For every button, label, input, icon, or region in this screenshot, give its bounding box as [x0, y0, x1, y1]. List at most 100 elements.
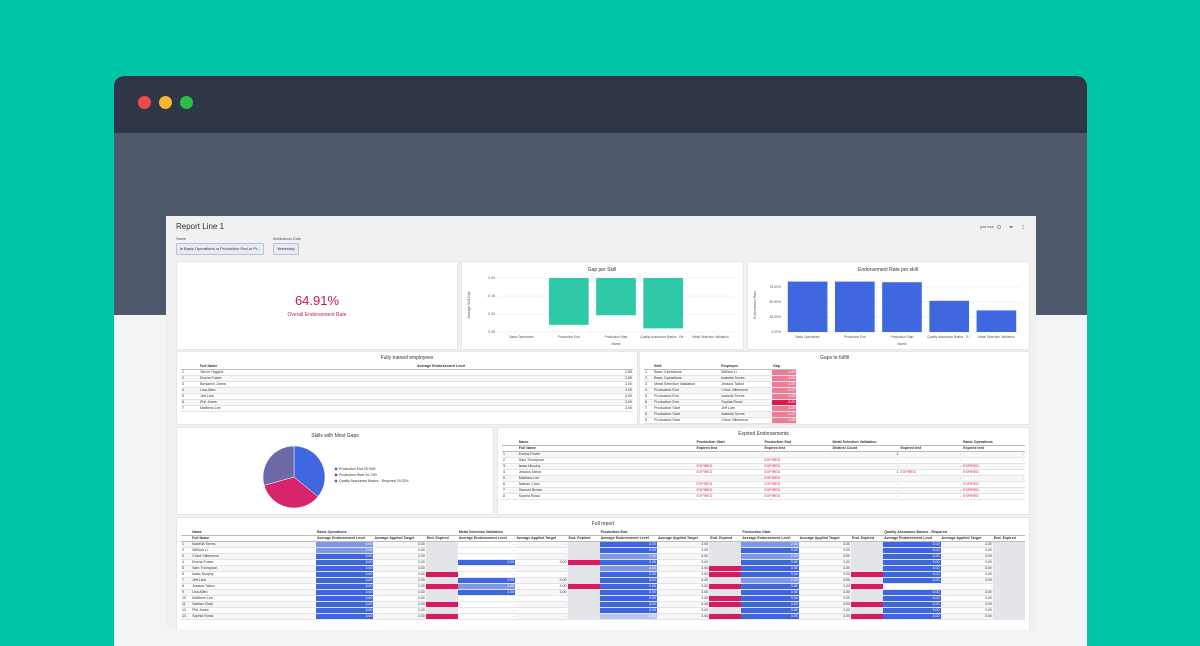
table-cell: Jeff Lam — [720, 405, 772, 412]
table-cell: 3.00 — [416, 387, 633, 394]
table-row: 5 Sam Thompson 3.00 3.00- -2.00 3.00 3.00 3.00 3… — [181, 565, 1025, 572]
table-cell: 4 — [181, 559, 192, 566]
target-cell: 3.00 — [798, 547, 852, 554]
x-tick-label: Metal Selection Validation — [692, 335, 729, 339]
level-cell: - — [457, 547, 516, 554]
expired-cell — [851, 589, 884, 596]
level-cell: 3.00 — [883, 547, 941, 554]
table-cell: - — [962, 451, 1025, 458]
table-row: 10 Matthew Lee 3.00 3.00- -3.00 3.00 3.00 3.00 3… — [181, 595, 1025, 602]
y-tick-label: 75.00% — [770, 285, 782, 289]
level-cell: 3.00 — [741, 601, 799, 608]
table-cell: 3.00 — [416, 399, 633, 406]
page: { "header": { "title": "Report Line 1", … — [114, 76, 1087, 646]
header-cell: Expired test — [763, 445, 832, 452]
table-cell: Benjamin Jones — [199, 381, 417, 388]
legend-name: Production End — [339, 467, 363, 471]
maximize-button[interactable] — [180, 96, 193, 109]
target-cell: 3.00 — [656, 595, 710, 602]
dashboard-title: Report Line 1 — [176, 222, 225, 231]
table-cell: -1.00 — [772, 387, 797, 394]
filter-chip[interactable]: Yesterday — [273, 243, 299, 255]
header-cell: Average Endorsement Level — [316, 535, 374, 542]
expired-cell — [567, 559, 600, 566]
level-cell: 3.00 — [883, 589, 941, 596]
table-cell: 2 — [181, 375, 200, 382]
expired-cell — [425, 601, 458, 608]
y-tick-label: -0.45 — [487, 330, 495, 334]
legend-label: Production End 35.94% — [339, 467, 376, 471]
group-header: Basic Operations — [316, 530, 458, 536]
target-cell: 3.00 — [656, 547, 710, 554]
table-row: 7 Samuel Brown EXPIRED EXPIRED - - EXPIRED — [502, 487, 1025, 494]
expired-cell — [567, 577, 600, 584]
level-cell: 3.00 — [741, 607, 799, 614]
table-cell: Production End — [653, 387, 721, 394]
kpi-label: Overall Endorsement Rate — [287, 312, 347, 318]
expired-cell — [567, 583, 600, 590]
table-cell: Emma Foster — [199, 375, 417, 382]
table-card: Expired Endorsements Name Production Star… — [498, 428, 1029, 514]
refresh-icon[interactable] — [997, 225, 1001, 229]
table-wrap: Skill Employee Gap 1 Basic Operations William… — [644, 364, 1025, 424]
level-cell: 3.00 — [316, 559, 374, 566]
header-cell: End. Expired — [709, 535, 742, 542]
target-cell: 3.00 — [656, 577, 710, 584]
level-cell: 3.00 — [599, 541, 657, 548]
target-cell: - — [515, 601, 568, 608]
target-cell: 3.00 — [373, 589, 426, 596]
close-button[interactable] — [138, 96, 151, 109]
table-cell: 8 — [181, 583, 192, 590]
target-cell: 3.00 — [656, 559, 710, 566]
header-cell: Average Applied Target — [940, 535, 993, 542]
level-cell: 3.00 — [883, 601, 941, 608]
header-cell: End. Expired — [992, 535, 1025, 542]
expired-cell — [851, 559, 884, 566]
card-title: Fully trained employees — [380, 355, 434, 361]
table-cell: 3.00 — [416, 381, 633, 388]
header-cell: Average Endorsement Level — [883, 535, 941, 542]
table-row: 4 Jessica Talbot EXPIRED EXPIRED 1 EXPIRED EXP… — [502, 469, 1025, 476]
menu-icon[interactable] — [1022, 225, 1024, 226]
table-row: 9 Lisa Allen 3.00 3.00 3.00 3.00 3.00 3.00 3.00 3… — [181, 589, 1025, 596]
table-wrap: Name Production Start Production End Metal … — [502, 440, 1025, 500]
table-row: 5 Jeff Lam 3.00 — [181, 393, 633, 400]
target-cell: 3.00 — [940, 559, 993, 566]
table-cell: - — [831, 493, 900, 500]
level-cell: 3.00 — [741, 613, 799, 620]
filter-icon[interactable] — [1009, 226, 1013, 229]
table-cell: - — [899, 451, 963, 458]
filter-chip[interactable]: is Basic Operations or Production End or… — [176, 243, 265, 255]
table-row: 2 Basic Operations Isabella Torres -1.00 — [644, 375, 797, 382]
table-cell: - — [695, 475, 764, 482]
level-cell: 3.00 — [316, 577, 374, 584]
table-row: 1 Emma Foster - -1- - — [502, 451, 1025, 458]
group-header: Quality Assurance Basics - Required — [883, 530, 1025, 536]
target-cell: 3.00 — [940, 553, 993, 560]
table-row: 8 Sophia Rossi EXPIRED EXPIRED - - EXPIRED — [502, 493, 1025, 500]
table-cell: 4 — [644, 387, 654, 394]
level-cell: 2.00 — [741, 553, 799, 560]
table-cell: Production End — [653, 399, 721, 406]
table-cell: - — [695, 451, 764, 458]
target-cell: 3.00 — [656, 553, 710, 560]
target-cell: 3.00 — [798, 541, 852, 548]
table-cell: 1 — [831, 451, 900, 458]
header-row: Skill Employee Gap — [644, 364, 797, 370]
table-cell: - — [962, 457, 1025, 464]
table-cell: - — [899, 493, 963, 500]
expired-cell — [992, 559, 1025, 566]
target-cell: 3.00 — [798, 565, 852, 572]
target-cell: 3.00 — [940, 571, 993, 578]
minimize-button[interactable] — [159, 96, 172, 109]
table-cell: 3.00 — [416, 393, 633, 400]
table-cell: 10 — [181, 595, 192, 602]
level-cell: 3.00 — [457, 577, 516, 584]
level-cell: 3.00 — [316, 589, 374, 596]
table-cell: - — [962, 475, 1025, 482]
expired-cell — [851, 571, 884, 578]
table-row: 3 Chloe Villeneuve 3.00 3.00- -2.00 3.00 2.00 3… — [181, 553, 1025, 560]
level-cell: 3.00 — [741, 595, 799, 602]
table-cell: EXPIRED — [763, 469, 832, 476]
table-cell: - — [899, 463, 963, 470]
